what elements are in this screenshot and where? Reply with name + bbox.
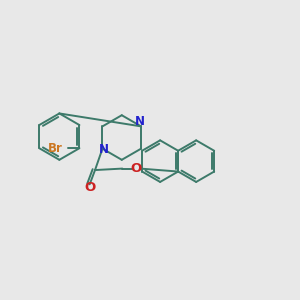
Text: Br: Br xyxy=(48,142,62,155)
Text: N: N xyxy=(99,143,109,156)
Text: N: N xyxy=(135,115,145,128)
Text: O: O xyxy=(130,162,142,175)
Text: O: O xyxy=(84,182,95,194)
